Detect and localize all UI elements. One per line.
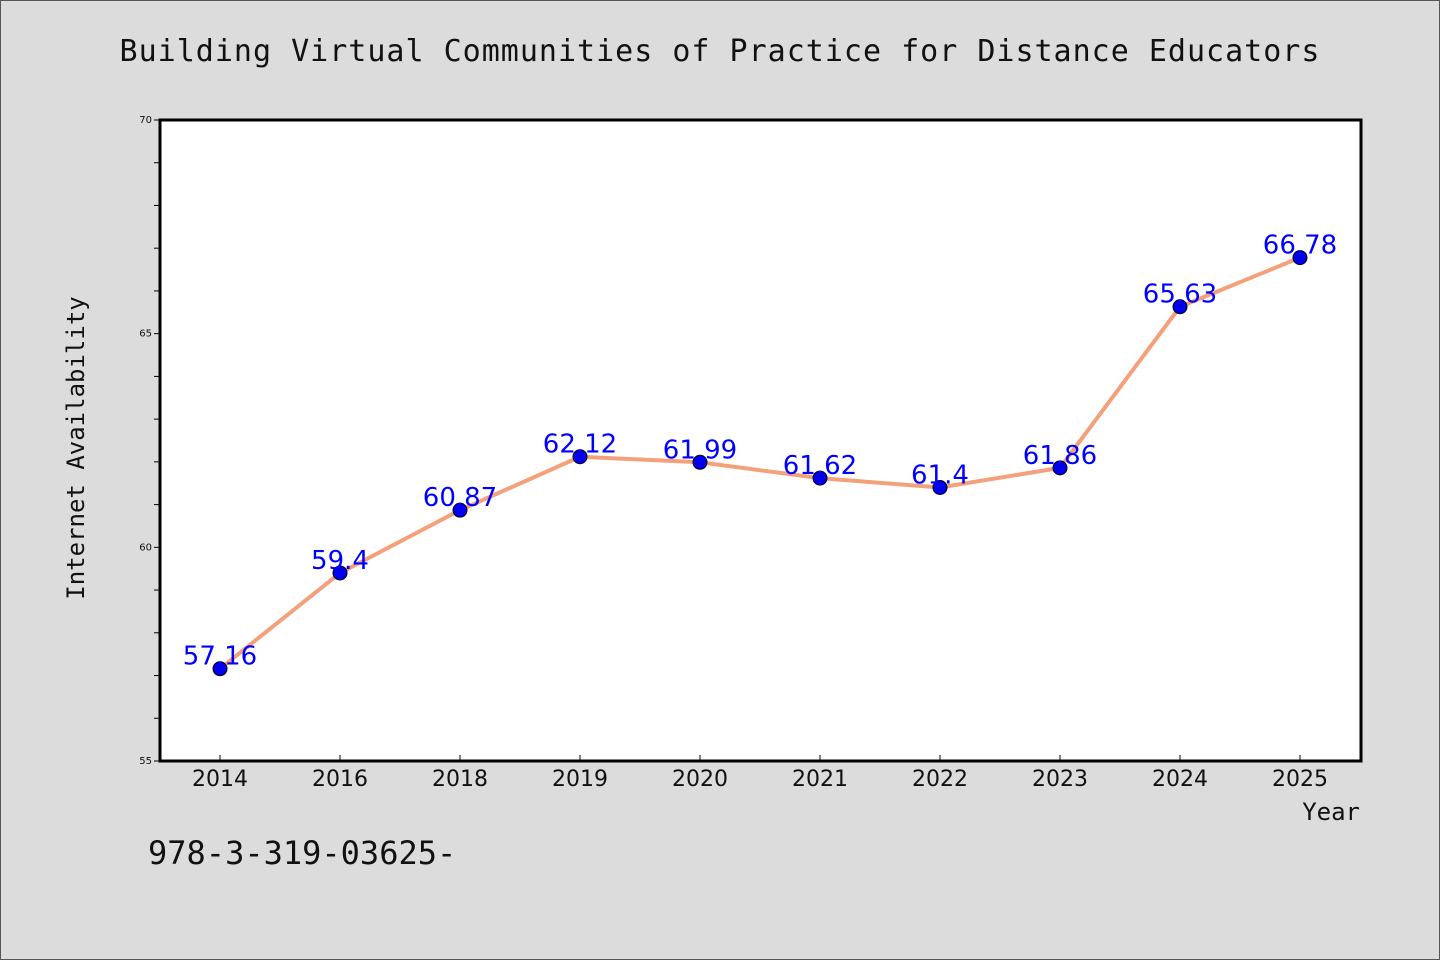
x-tick-label: 2014 [192, 767, 248, 792]
x-tick-label: 2018 [432, 767, 488, 792]
data-label: 61.86 [1023, 441, 1097, 471]
data-point [692, 454, 708, 470]
x-tick-label: 2025 [1272, 767, 1328, 792]
plot-area [158, 118, 1363, 763]
y-axis-title: Internet Availability [62, 296, 90, 599]
data-point [1052, 460, 1068, 476]
data-label: 61.99 [663, 435, 737, 465]
data-point [572, 449, 588, 465]
x-tick-label: 2020 [672, 767, 728, 792]
data-labels: 57.16 59.4 60.87 62.12 61.99 61.62 61.4 61.86 65… [183, 231, 1337, 672]
x-axis: 2014 2016 2018 2019 2020 2021 2022 2023 2024 2025 [192, 755, 1328, 792]
data-point [1172, 299, 1188, 315]
data-point [1292, 250, 1308, 266]
data-label: 61.4 [911, 461, 969, 491]
y-tick-label: 70 [139, 115, 152, 126]
data-label: 57.16 [183, 642, 257, 672]
data-label: 66.78 [1263, 231, 1337, 261]
x-tick-label: 2021 [792, 767, 848, 792]
y-axis: 55 60 65 70 [139, 115, 160, 767]
x-tick-label: 2023 [1032, 767, 1088, 792]
x-tick-label: 2019 [552, 767, 608, 792]
chart-title: Building Virtual Communities of Practice… [119, 34, 1321, 69]
data-point [932, 480, 948, 496]
data-label: 59.4 [311, 546, 369, 576]
data-label: 62.12 [543, 430, 617, 460]
data-label: 60.87 [423, 483, 497, 513]
series-line [218, 255, 1302, 671]
x-tick-label: 2024 [1152, 767, 1208, 792]
data-point [452, 502, 468, 518]
data-point [212, 661, 228, 677]
y-tick-label: 65 [139, 329, 152, 340]
x-axis-title: Year [1302, 798, 1360, 826]
x-tick-label: 2016 [312, 767, 368, 792]
y-tick-label: 55 [139, 756, 152, 767]
y-tick-label: 60 [139, 542, 152, 553]
data-point [812, 470, 828, 486]
footer-isbn: 978-3-319-03625- [148, 834, 457, 872]
x-tick-label: 2022 [912, 767, 968, 792]
data-point [332, 565, 348, 581]
data-label: 61.62 [783, 451, 857, 481]
data-label: 65.63 [1143, 280, 1217, 310]
series-markers [212, 250, 1308, 677]
